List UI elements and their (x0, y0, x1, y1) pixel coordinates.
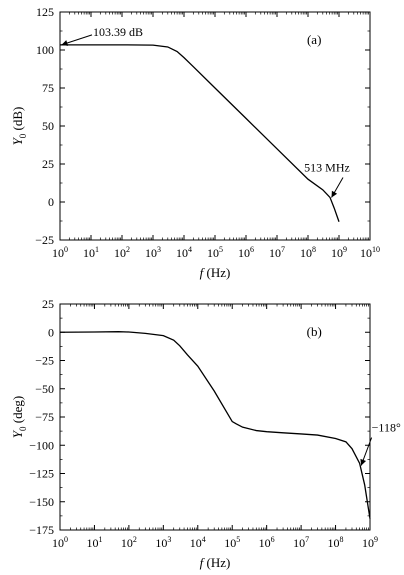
x-axis-label: f (Hz) (200, 265, 231, 280)
x-tick-label: 103 (145, 245, 161, 260)
annotation-arrowhead (331, 190, 338, 198)
y-tick-label: −75 (35, 410, 54, 424)
x-tick-label: 100 (52, 245, 68, 260)
annotation-label: −118° (372, 421, 401, 435)
x-tick-label: 107 (293, 535, 309, 550)
series-line-1 (59, 331, 371, 519)
x-tick-label: 104 (190, 535, 206, 550)
x-tick-label: 105 (207, 245, 223, 260)
y-tick-label: −175 (29, 523, 54, 537)
panel-label: (b) (307, 324, 322, 339)
y-tick-label: −50 (35, 382, 54, 396)
plot-frame (59, 303, 371, 531)
annotation-arrowhead (360, 458, 367, 466)
plot-frame (59, 11, 371, 241)
y-tick-label: 75 (42, 81, 54, 95)
y-tick-label: 100 (36, 43, 54, 57)
y-tick-label: 0 (48, 325, 54, 339)
x-tick-label: 103 (155, 535, 171, 550)
x-tick-label: 100 (52, 535, 68, 550)
y-axis-label: Y0 (dB) (10, 107, 28, 146)
x-tick-label: 108 (328, 535, 344, 550)
y-tick-label: 50 (42, 119, 54, 133)
annotation-label: 103.39 dB (93, 25, 143, 39)
x-tick-label: 105 (224, 535, 240, 550)
y-tick-label: 25 (42, 297, 54, 311)
x-tick-label: 109 (362, 535, 378, 550)
y-tick-label: 125 (36, 5, 54, 19)
y-tick-label: −25 (35, 233, 54, 247)
y-tick-label: 0 (48, 195, 54, 209)
y-tick-label: −150 (29, 495, 54, 509)
annotation-label: 513 MHz (304, 160, 350, 174)
y-axis-label: Y0 (deg) (10, 396, 28, 438)
x-tick-label: 101 (86, 535, 102, 550)
y-tick-label: −25 (35, 354, 54, 368)
chart-panel-1: 100 101 102 103 104 105 106 107 108 109 1010 125 100… (10, 5, 380, 280)
x-tick-label: 109 (331, 245, 347, 260)
y-tick-label: −125 (29, 467, 54, 481)
x-tick-label: 101 (83, 245, 99, 260)
y-tick-label: −100 (29, 438, 54, 452)
x-tick-label: 104 (176, 245, 192, 260)
x-tick-label: 102 (121, 535, 137, 550)
chart-panel-2: 100 101 102 103 104 105 106 107 108 109 25 0 −25 −50 −… (10, 297, 401, 570)
panel-label: (a) (307, 32, 321, 47)
x-tick-label: 106 (238, 245, 254, 260)
annotation-arrowhead (61, 40, 69, 46)
x-tick-label: 1010 (360, 245, 380, 260)
x-axis-label: f (Hz) (200, 555, 231, 570)
y-tick-label: 25 (42, 157, 54, 171)
series-line-1 (60, 44, 340, 222)
x-tick-label: 106 (259, 535, 275, 550)
x-tick-label: 107 (269, 245, 285, 260)
x-tick-label: 108 (300, 245, 316, 260)
x-tick-label: 102 (114, 245, 130, 260)
